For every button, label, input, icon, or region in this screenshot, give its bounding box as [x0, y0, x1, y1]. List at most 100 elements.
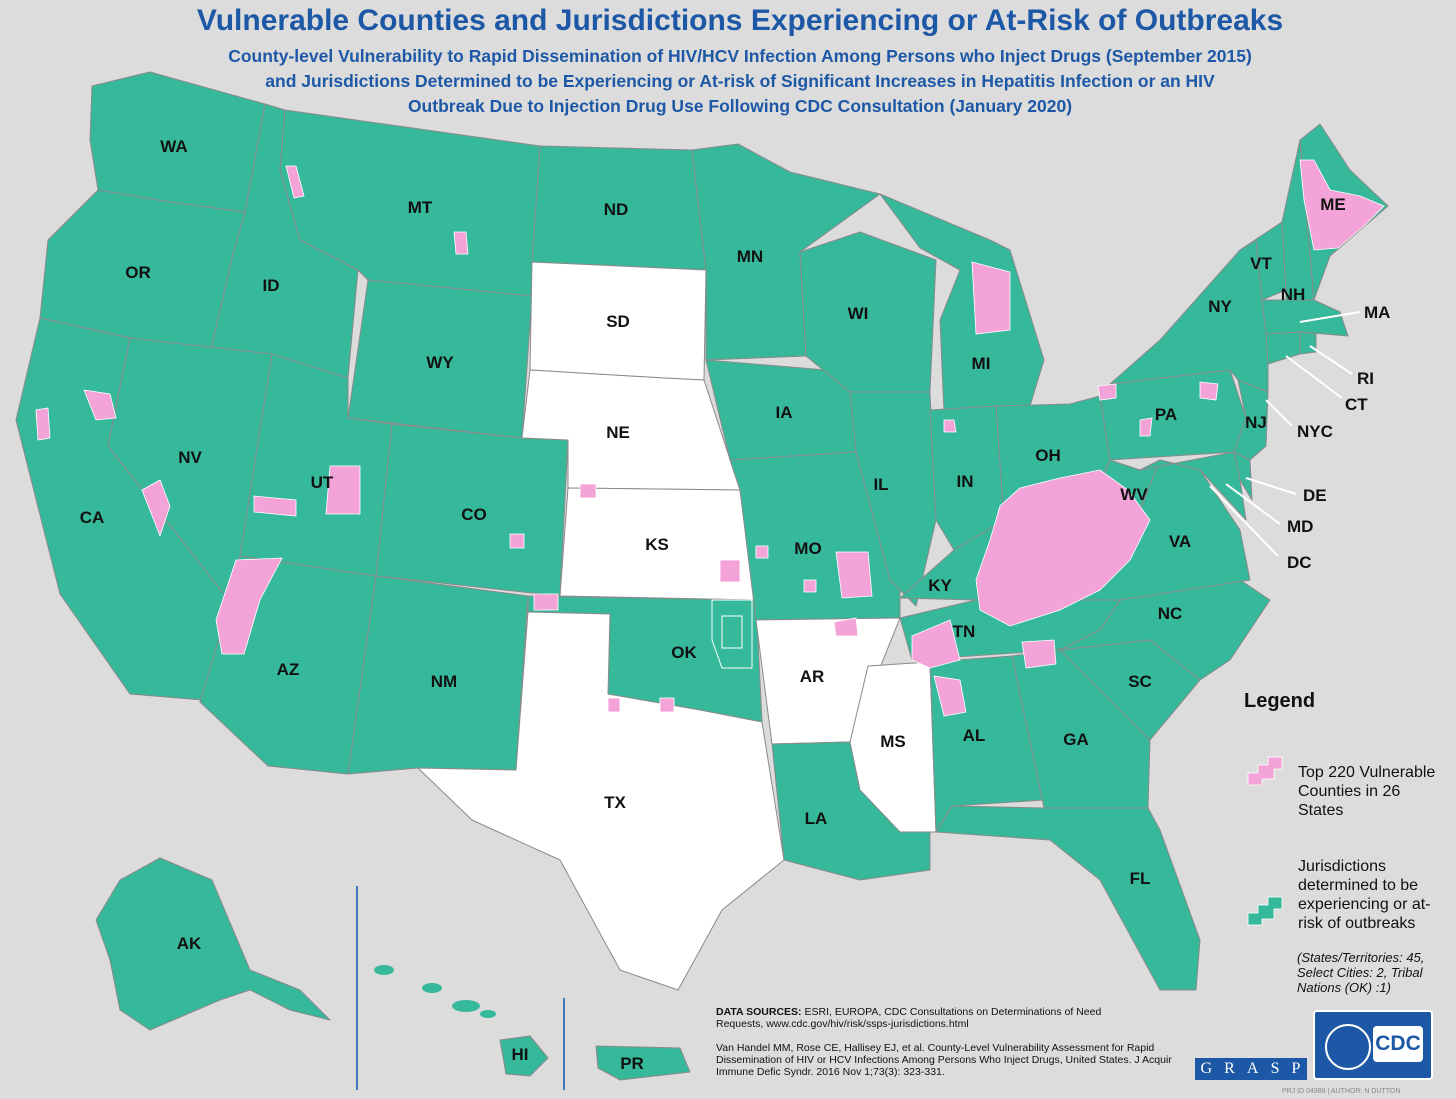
label-KY: KY — [928, 576, 952, 595]
label-CO: CO — [461, 505, 487, 524]
label-TX: TX — [604, 793, 626, 812]
callout-line-DC — [1209, 485, 1279, 557]
callout-NYC: NYC — [1297, 422, 1333, 441]
state-NY — [1109, 239, 1269, 393]
label-ME: ME — [1320, 195, 1346, 214]
citation: Van Handel MM, Rose CE, Hallisey EJ, et … — [716, 1042, 1172, 1078]
state-AK — [95, 857, 331, 1031]
grasp-letter: S — [1270, 1060, 1281, 1077]
county-cluster-mo-w — [755, 545, 769, 559]
grasp-letter: R — [1224, 1060, 1236, 1077]
cdc-logo: CDC — [1313, 1010, 1433, 1080]
callout-MA: MA — [1364, 303, 1390, 322]
swatch-shape — [1247, 896, 1283, 926]
county-cluster-ar-nw — [833, 617, 859, 637]
tribal-boundary — [711, 599, 753, 669]
county-cluster-mo-c — [803, 579, 817, 593]
state-FL — [935, 805, 1201, 991]
county-cluster-pa — [1199, 381, 1219, 401]
county-cluster-ca — [83, 389, 117, 421]
data-sources: DATA SOURCES: ESRI, EUROPA, CDC Consulta… — [716, 1006, 1126, 1030]
vulnerable-counties — [35, 159, 1385, 717]
label-OK: OK — [671, 643, 697, 662]
county-cluster-tx — [607, 697, 621, 713]
label-KS: KS — [645, 535, 669, 554]
hawaii-islands — [374, 965, 496, 1018]
legend-item-vulnerable: Top 220 Vulnerable Counties in 26 States — [1240, 723, 1450, 843]
county-cluster-ut-west — [253, 495, 297, 517]
grasp-letter: G — [1200, 1060, 1214, 1077]
label-PR: PR — [620, 1054, 644, 1073]
legend-label-jurisdiction: Jurisdictions determined to be experienc… — [1298, 858, 1431, 932]
county-cluster-ne — [579, 483, 597, 499]
island — [452, 1000, 480, 1012]
label-FL: FL — [1130, 869, 1151, 888]
data-sources-label: DATA SOURCES: — [716, 1006, 802, 1018]
footer-credit: PRJ ID 04989 | AUTHOR: N DUTTON — [1282, 1088, 1401, 1095]
state-VT — [1239, 221, 1287, 301]
county-cluster-tx-e — [659, 697, 675, 713]
label-OH: OH — [1035, 446, 1061, 465]
county-cluster-ga — [1021, 639, 1057, 669]
label-NY: NY — [1208, 297, 1232, 316]
callout-line-RI — [1309, 345, 1353, 375]
ok-tribal-nation — [711, 599, 753, 669]
label-GA: GA — [1063, 730, 1089, 749]
legend: Legend Top 220 Vulnerable Counties in 26… — [1240, 690, 1450, 963]
label-MI: MI — [972, 354, 991, 373]
swatch-shape — [1247, 756, 1283, 786]
state-NC — [1059, 579, 1271, 681]
state-IL — [849, 391, 937, 607]
callout-line-DE — [1245, 477, 1297, 495]
label-NV: NV — [178, 448, 202, 467]
label-MN: MN — [737, 247, 763, 266]
label-PA: PA — [1155, 405, 1177, 424]
legend-swatch-jurisdiction — [1247, 896, 1283, 926]
label-WY: WY — [426, 353, 454, 372]
state-RI — [1299, 331, 1317, 355]
label-WV: WV — [1120, 485, 1148, 504]
legend-swatch-vulnerable — [1247, 756, 1283, 786]
state-HI — [499, 1035, 549, 1077]
hhs-eagle-icon — [1325, 1024, 1371, 1070]
callout-MD: MD — [1287, 517, 1313, 536]
label-SD: SD — [606, 312, 630, 331]
state-CO — [375, 423, 569, 597]
island — [374, 965, 394, 975]
label-NH: NH — [1281, 285, 1306, 304]
label-MT: MT — [408, 198, 433, 217]
callout-RI: RI — [1357, 369, 1374, 388]
label-WI: WI — [848, 304, 869, 323]
county-cluster-nv — [141, 479, 171, 538]
county-cluster-mo — [835, 551, 873, 599]
subtitle-line: County-level Vulnerability to Rapid Diss… — [228, 46, 1252, 66]
label-CA: CA — [80, 508, 105, 527]
subtitle-line: and Jurisdictions Determined to be Exper… — [265, 71, 1215, 91]
county-cluster-wv — [1097, 383, 1117, 401]
county-cluster-me — [1299, 159, 1385, 251]
callout-labels: MA RI CT NYC DE MD DC — [1287, 303, 1390, 572]
state-TX — [417, 611, 785, 991]
state-labels: WA OR CA ID NV MT WY UT CO AZ NM ND SD N… — [80, 137, 1346, 1073]
callout-DE: DE — [1303, 486, 1327, 505]
cdc-text: CDC — [1375, 1032, 1421, 1055]
county-cluster-in — [943, 419, 957, 433]
label-UT: UT — [311, 473, 334, 492]
county-cluster-ut — [325, 465, 361, 515]
callout-line-MD — [1225, 483, 1281, 525]
state-PR — [595, 1045, 691, 1081]
legend-title: Legend — [1244, 690, 1316, 712]
state-MA — [1261, 299, 1349, 337]
label-IA: IA — [776, 403, 793, 422]
county-cluster-al — [933, 675, 967, 717]
label-AZ: AZ — [277, 660, 300, 679]
label-SC: SC — [1128, 672, 1152, 691]
label-NJ: NJ — [1245, 413, 1267, 432]
tribal-boundary — [721, 615, 743, 649]
cdc-wordmark: CDC — [1373, 1026, 1423, 1062]
label-WA: WA — [160, 137, 187, 156]
county-cluster-ca-coast — [35, 407, 51, 441]
county-cluster-appalachia — [975, 469, 1151, 627]
county-cluster-mi — [971, 261, 1011, 335]
